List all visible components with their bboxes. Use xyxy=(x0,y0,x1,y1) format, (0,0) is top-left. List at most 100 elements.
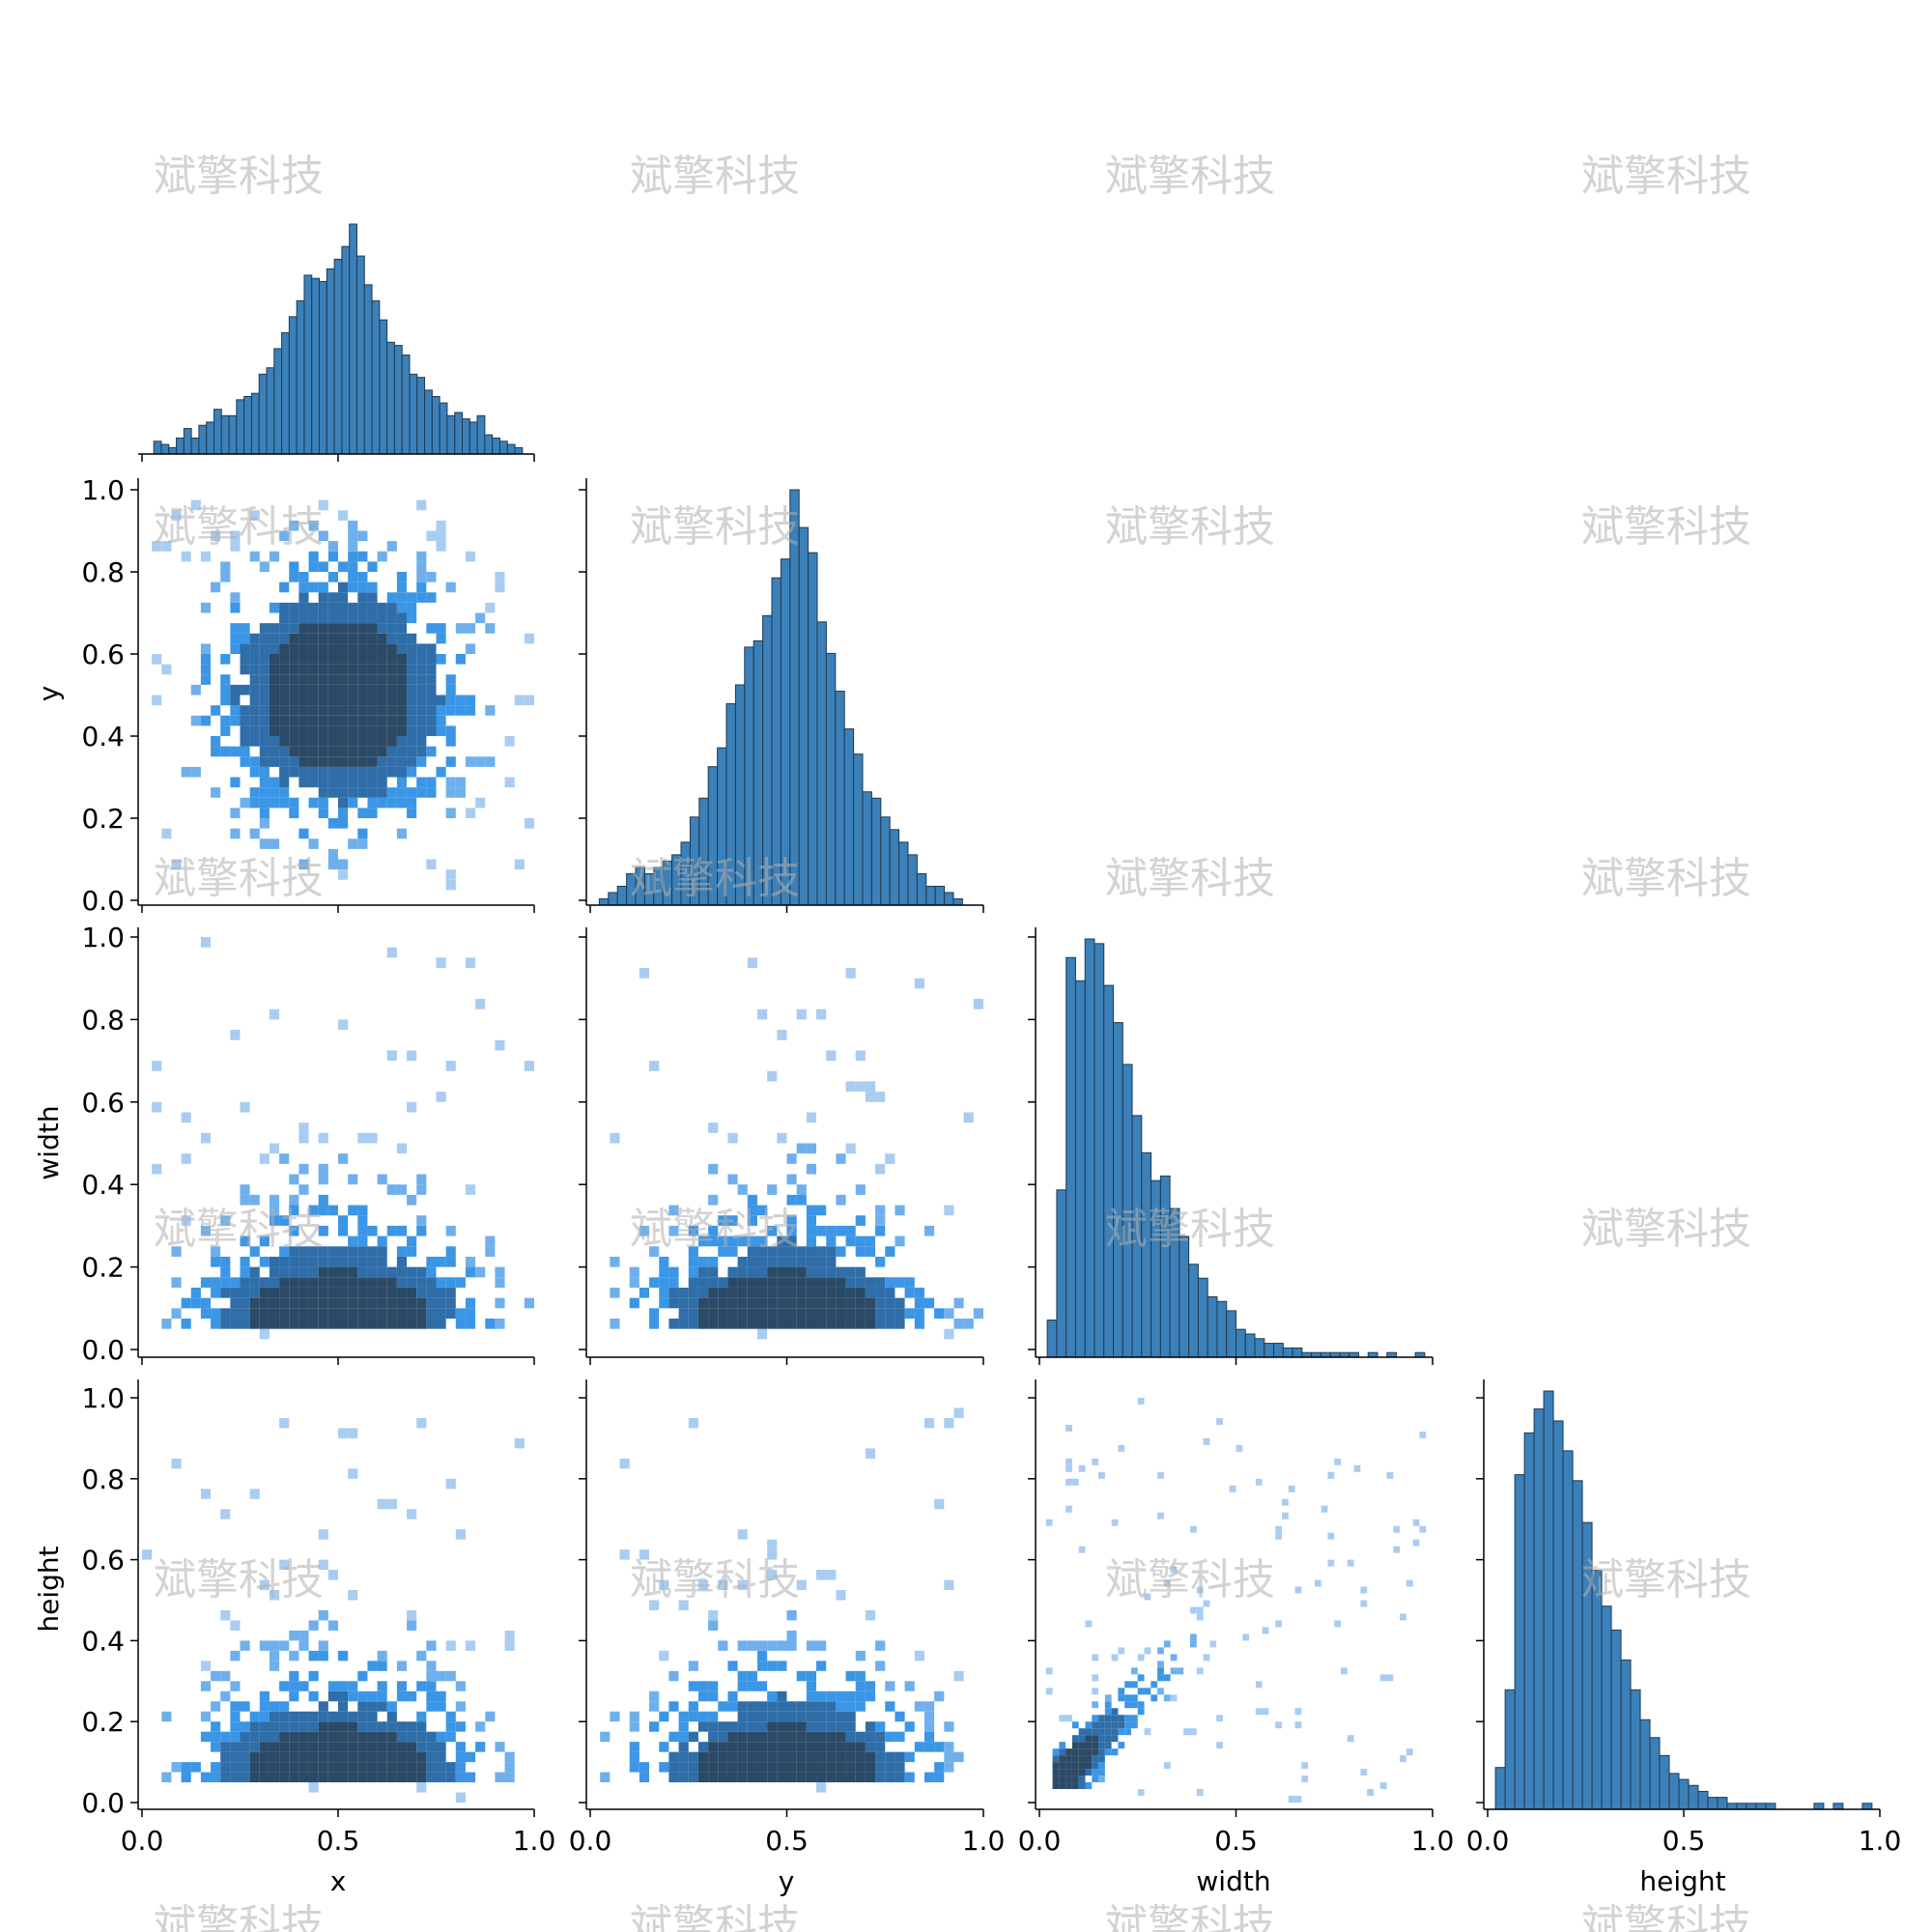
heat-cell xyxy=(240,1640,250,1651)
heat-cell xyxy=(200,1681,212,1691)
heat-cell xyxy=(1071,1735,1079,1743)
heat-cell xyxy=(1052,1748,1060,1756)
heat-cell xyxy=(923,1772,935,1783)
heat-cell xyxy=(455,695,466,706)
heat-cell xyxy=(279,725,290,736)
heat-cell xyxy=(386,1772,397,1783)
heat-cell xyxy=(327,1318,338,1329)
heat-cell xyxy=(426,572,437,582)
hist-bar xyxy=(288,316,298,455)
heat-cell xyxy=(416,1762,427,1773)
heat-cell xyxy=(796,1194,807,1206)
heat-cell xyxy=(211,1308,221,1319)
heat-cell xyxy=(688,1417,698,1429)
heat-cell xyxy=(269,1742,280,1752)
heat-cell xyxy=(1255,1478,1263,1486)
heat-cell xyxy=(386,766,397,778)
heat-cell xyxy=(1092,1715,1099,1722)
heat-cell xyxy=(357,1256,368,1267)
heat-cell xyxy=(357,746,368,757)
heat-cell xyxy=(259,838,270,849)
heat-cell xyxy=(1092,1748,1099,1756)
heat-cell xyxy=(708,1194,719,1206)
heat-cell xyxy=(1092,1769,1099,1776)
heat-cell xyxy=(1137,1654,1145,1662)
watermark-text: 斌擎科技 xyxy=(1581,1205,1751,1254)
heat-cell xyxy=(806,1287,817,1298)
heat-cell xyxy=(806,1112,817,1123)
heat-cell xyxy=(747,1772,757,1783)
heat-cell xyxy=(377,1498,387,1510)
heat-cell xyxy=(914,1318,924,1329)
heat-cell xyxy=(1275,1525,1282,1533)
heat-cell xyxy=(953,1297,964,1309)
y-axis-label-width: width xyxy=(33,1105,65,1179)
heat-cell xyxy=(1092,1728,1099,1736)
heat-cell xyxy=(407,1266,417,1278)
heat-cell xyxy=(914,1650,924,1662)
heat-cell xyxy=(357,777,368,788)
heat-cell xyxy=(1124,1694,1131,1702)
heat-cell xyxy=(259,818,270,829)
heat-cell xyxy=(386,1762,397,1773)
heat-cell xyxy=(708,1297,719,1309)
heat-cell xyxy=(816,1009,827,1020)
heat-cell xyxy=(240,664,250,675)
heat-cell xyxy=(289,1742,299,1752)
hist-bar xyxy=(898,841,909,906)
heat-cell xyxy=(289,797,299,809)
heat-cell xyxy=(407,674,417,685)
heat-cell xyxy=(485,1246,496,1257)
heat-cell xyxy=(796,1701,807,1712)
heat-cell xyxy=(407,766,417,778)
heat-cell xyxy=(259,777,270,788)
heat-cell xyxy=(269,623,280,634)
heat-cell xyxy=(279,746,290,757)
heat-cell xyxy=(259,1328,270,1340)
heat-cell xyxy=(289,746,299,757)
heat-cell xyxy=(407,1101,417,1113)
heat-cell xyxy=(240,715,250,726)
heat-cell xyxy=(416,572,427,582)
heat-cell xyxy=(796,1772,807,1783)
heat-cell xyxy=(348,1742,358,1752)
heat-cell xyxy=(786,1153,797,1164)
heat-cell xyxy=(1190,1640,1197,1648)
heat-cell xyxy=(747,957,757,969)
heat-cell xyxy=(211,1318,221,1329)
heat-cell xyxy=(1111,1708,1119,1716)
heat-cell xyxy=(289,602,299,613)
heat-cell xyxy=(806,1225,817,1236)
heat-cell xyxy=(357,643,368,654)
heat-cell xyxy=(1078,1735,1086,1743)
heat-cell xyxy=(230,1731,241,1743)
heat-cell xyxy=(298,1163,309,1175)
heat-cell xyxy=(308,1266,319,1278)
hist-bar xyxy=(1543,1390,1554,1810)
heat-cell xyxy=(1137,1674,1145,1682)
heat-cell xyxy=(1130,1667,1138,1675)
heat-cell xyxy=(524,695,534,706)
heat-cell xyxy=(885,1762,895,1773)
heat-cell xyxy=(308,797,319,809)
heat-cell xyxy=(944,1721,954,1732)
heat-cell xyxy=(465,1266,476,1278)
heat-cell xyxy=(855,1266,866,1278)
heat-cell xyxy=(697,1266,709,1278)
heat-cell xyxy=(240,705,250,716)
heat-cell xyxy=(171,1458,182,1469)
heat-cell xyxy=(816,1256,827,1267)
hist-bar xyxy=(1159,1175,1171,1358)
heat-cell xyxy=(259,705,270,716)
heat-cell xyxy=(327,1742,338,1752)
heat-cell xyxy=(377,1246,387,1257)
heat-cell xyxy=(240,623,250,634)
heat-cell xyxy=(767,1731,778,1743)
watermark-text: 斌擎科技 xyxy=(154,1901,324,1932)
heat-cell xyxy=(668,1772,679,1783)
heat-cell xyxy=(708,1690,719,1702)
heat-cell xyxy=(806,1297,817,1309)
heat-cell xyxy=(659,1297,669,1309)
heat-cell xyxy=(1059,1742,1066,1749)
heat-cell xyxy=(895,1731,905,1743)
